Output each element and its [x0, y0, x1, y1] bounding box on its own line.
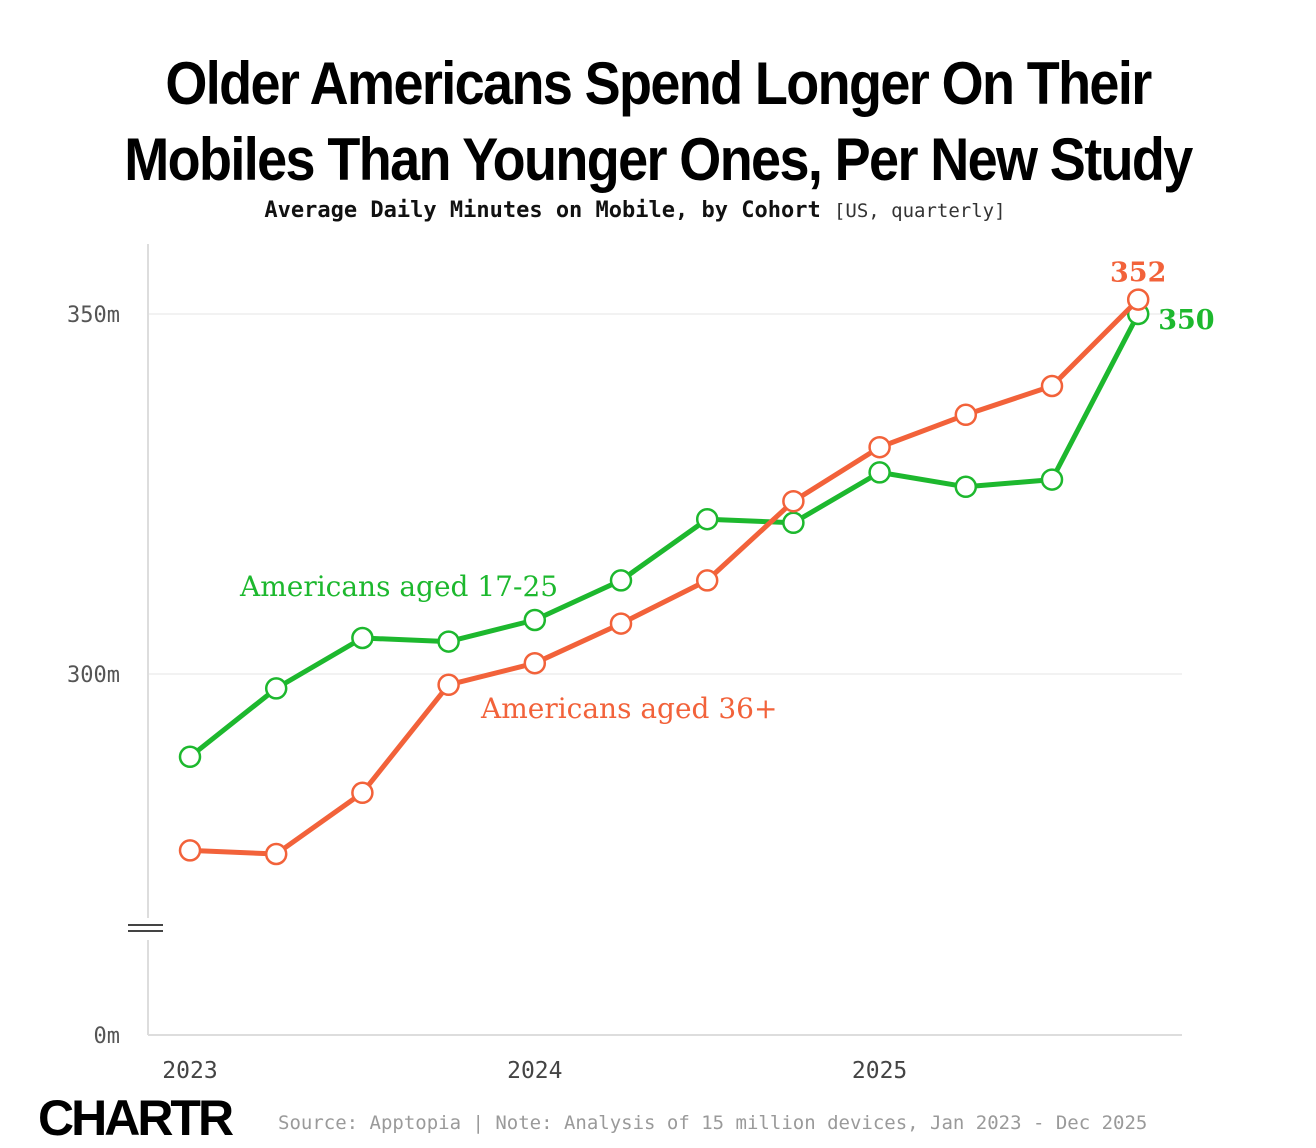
series-line-young	[187, 311, 1141, 760]
x-tick-label: 2024	[507, 1058, 562, 1084]
data-point-young	[437, 630, 460, 653]
data-point-old	[437, 673, 460, 697]
chart-subtitle-note: [US, quarterly]	[833, 200, 1006, 222]
y-tick-label: 0m	[94, 1024, 121, 1049]
data-point-young	[695, 507, 719, 531]
chart-title: Older Americans Spend Longer On Their Mo…	[66, 46, 1250, 198]
end-value-label-old: 352	[1110, 258, 1166, 289]
data-point-young	[351, 626, 374, 650]
data-point-old	[1126, 288, 1150, 311]
series-label-young: Americans aged 17-25	[239, 570, 558, 603]
x-tick-label: 2025	[852, 1058, 907, 1084]
data-point-young	[609, 569, 633, 592]
series-line-old	[187, 297, 1141, 857]
data-point-young	[1040, 468, 1064, 491]
data-point-young	[868, 461, 891, 484]
data-point-young	[954, 475, 978, 499]
chartr-logo: CHARTR	[38, 1090, 234, 1146]
source-note: Source: Apptopia | Note: Analysis of 15 …	[278, 1112, 1148, 1134]
y-tick-label: 300m	[67, 663, 120, 688]
series-label-old: Americans aged 36+	[480, 692, 777, 725]
data-point-young	[264, 677, 288, 700]
data-point-old	[868, 435, 891, 459]
data-point-old	[695, 569, 719, 592]
data-point-old	[609, 612, 633, 635]
data-point-old	[1040, 374, 1064, 398]
data-point-old	[782, 489, 805, 513]
data-point-old	[351, 781, 374, 805]
chart-subtitle: Average Daily Minutes on Mobile, by Coho…	[0, 198, 1270, 223]
data-point-old	[178, 839, 202, 862]
data-point-old	[264, 842, 288, 866]
chart-title-line-1: Older Americans Spend Longer On Their	[165, 50, 1152, 117]
data-point-old	[523, 651, 547, 675]
data-point-old	[954, 403, 978, 427]
data-point-young	[178, 745, 202, 769]
end-value-label-young: 350	[1158, 305, 1214, 336]
chart-title-line-2: Mobiles Than Younger Ones, Per New Study	[124, 126, 1193, 193]
y-tick-label: 350m	[67, 303, 120, 328]
data-point-young	[523, 608, 547, 632]
x-tick-label: 2023	[162, 1058, 217, 1084]
chart-subtitle-main: Average Daily Minutes on Mobile, by Coho…	[264, 198, 821, 223]
data-point-young	[782, 511, 805, 535]
